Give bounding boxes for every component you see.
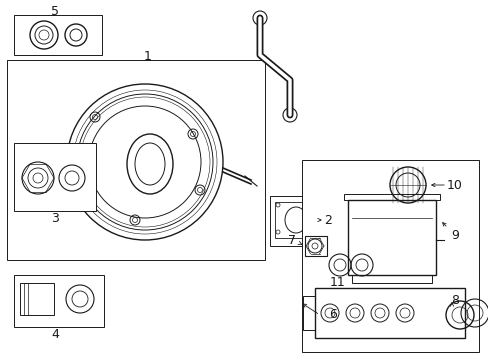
Text: 2: 2 bbox=[324, 213, 331, 226]
Bar bbox=[274, 202, 312, 238]
Text: 5: 5 bbox=[51, 5, 59, 18]
Text: 3: 3 bbox=[51, 212, 59, 225]
Bar bbox=[7, 60, 264, 260]
Bar bbox=[314, 288, 464, 338]
Bar bbox=[305, 236, 326, 256]
Bar bbox=[14, 143, 96, 211]
Bar bbox=[343, 194, 439, 200]
Bar bbox=[14, 15, 102, 55]
Text: 6: 6 bbox=[328, 309, 336, 321]
Bar bbox=[347, 200, 435, 275]
Text: 1: 1 bbox=[144, 50, 152, 63]
Bar bbox=[269, 196, 321, 246]
Bar bbox=[14, 275, 104, 327]
Bar bbox=[303, 296, 314, 330]
Bar bbox=[20, 283, 54, 315]
Bar bbox=[351, 275, 431, 283]
Text: 9: 9 bbox=[450, 229, 458, 242]
Text: 7: 7 bbox=[287, 234, 295, 247]
Text: 4: 4 bbox=[51, 328, 59, 342]
Text: 8: 8 bbox=[450, 293, 458, 306]
Text: 10: 10 bbox=[446, 179, 462, 192]
Bar bbox=[302, 160, 478, 352]
Text: 11: 11 bbox=[329, 276, 345, 289]
